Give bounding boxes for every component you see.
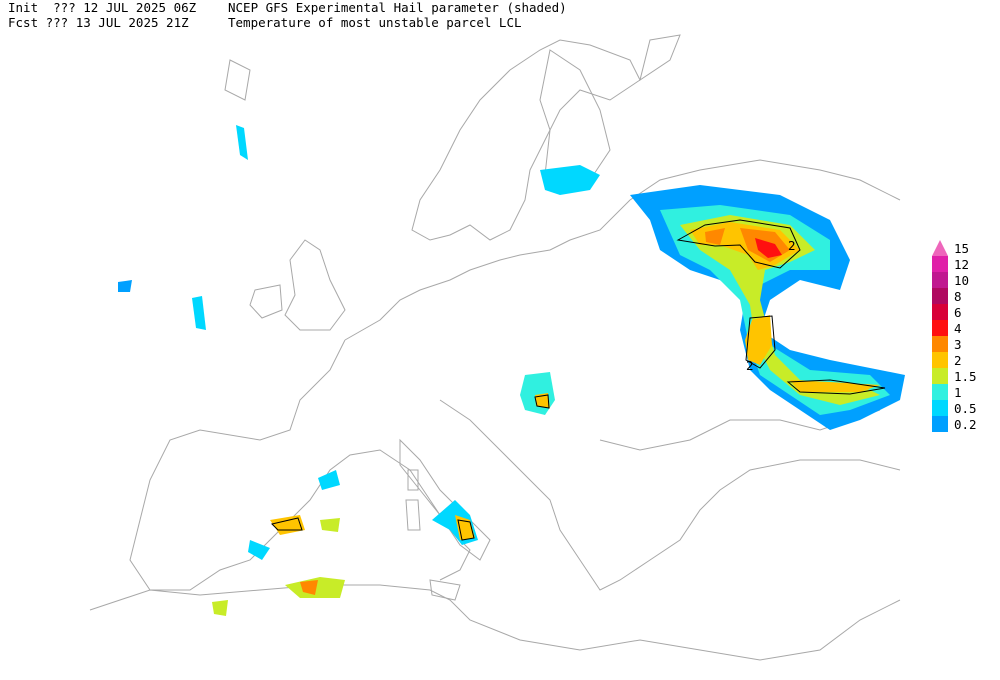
contour-label: 2	[788, 238, 796, 253]
legend-label: 8	[954, 289, 962, 304]
legend-label: 12	[954, 257, 969, 272]
contours	[271, 219, 886, 541]
init-label: Init ??? 12 JUL 2025 06Z	[8, 0, 197, 15]
legend-label: 2	[954, 353, 962, 368]
legend-swatch	[932, 320, 948, 336]
legend-label: 10	[954, 273, 969, 288]
legend-label: 0.2	[954, 417, 977, 432]
hail-shading	[118, 125, 905, 616]
legend-label: 6	[954, 305, 962, 320]
legend-label: 4	[954, 321, 962, 336]
init-title: NCEP GFS Experimental Hail parameter (sh…	[228, 0, 567, 15]
legend-swatch	[932, 304, 948, 320]
legend-swatch	[932, 400, 948, 416]
legend-swatch	[932, 384, 948, 400]
legend-swatch	[932, 352, 948, 368]
legend-swatch	[932, 240, 948, 256]
legend-swatch	[932, 416, 948, 432]
coastlines	[89, 34, 901, 661]
legend-swatch	[932, 272, 948, 288]
fcst-label: Fcst ??? 13 JUL 2025 21Z	[8, 15, 189, 30]
legend-label: 15	[954, 241, 969, 256]
legend-swatch	[932, 368, 948, 384]
legend-label: 1.5	[954, 369, 977, 384]
contour-label: 2	[746, 358, 754, 373]
legend-label: 1	[954, 385, 962, 400]
fcst-title: Temperature of most unstable parcel LCL	[228, 15, 522, 30]
legend-swatch	[932, 336, 948, 352]
legend-swatch	[932, 256, 948, 272]
legend-swatch	[932, 288, 948, 304]
legend-label: 3	[954, 337, 962, 352]
legend-label: 0.5	[954, 401, 977, 416]
